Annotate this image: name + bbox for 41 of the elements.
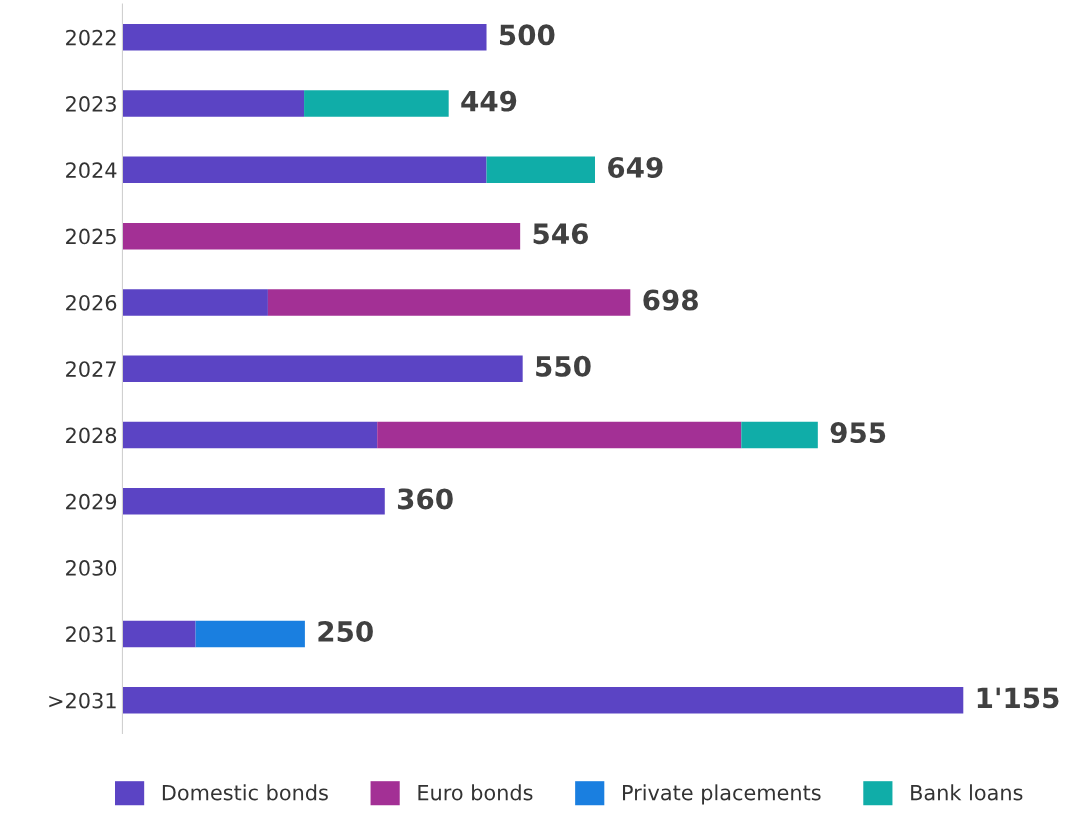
bar	[122, 289, 268, 316]
y-tick-label: 2029	[66, 493, 117, 510]
bar	[122, 421, 378, 449]
y-tick-label: 2031	[66, 626, 116, 643]
bar	[195, 620, 305, 648]
y-tick-label: 2022	[66, 29, 116, 46]
y-tick-label: 2025	[66, 228, 116, 245]
annotation: 955	[830, 422, 886, 444]
bar	[304, 90, 449, 117]
y-tick-label: 2027	[66, 361, 116, 377]
bar	[122, 222, 521, 250]
y-tick-label: 2024	[66, 162, 117, 179]
legend-label: Bank loans	[911, 784, 1023, 801]
bar	[122, 355, 523, 382]
y-tick-label: 2028	[66, 427, 117, 444]
y-tick-label: 2030	[66, 560, 117, 576]
annotation: 649	[608, 156, 663, 178]
bar	[377, 421, 742, 449]
annotation: 250	[318, 620, 373, 642]
annotation: 698	[643, 289, 698, 311]
bar	[122, 156, 487, 184]
y-tick-label: 2023	[66, 96, 116, 112]
annotation: 550	[536, 355, 591, 377]
text: 1'155	[977, 687, 1059, 709]
bar	[122, 488, 385, 515]
y-tick-label: >2031	[49, 692, 116, 709]
annotation: 500	[500, 24, 555, 46]
annotation: 360	[397, 488, 453, 510]
bar	[267, 289, 631, 316]
annotation: 546	[533, 223, 588, 245]
annotation: 449	[461, 90, 517, 112]
legend-label: Euro bonds	[418, 784, 533, 801]
bar	[122, 620, 196, 648]
bar	[486, 156, 595, 184]
bar	[122, 90, 305, 117]
bar	[741, 421, 818, 449]
legend-label: Private placements	[623, 784, 821, 805]
legend-label: Domestic bonds	[162, 784, 328, 801]
bar	[122, 24, 487, 51]
y-tick-label: 2026	[66, 294, 117, 311]
bar	[122, 686, 964, 714]
